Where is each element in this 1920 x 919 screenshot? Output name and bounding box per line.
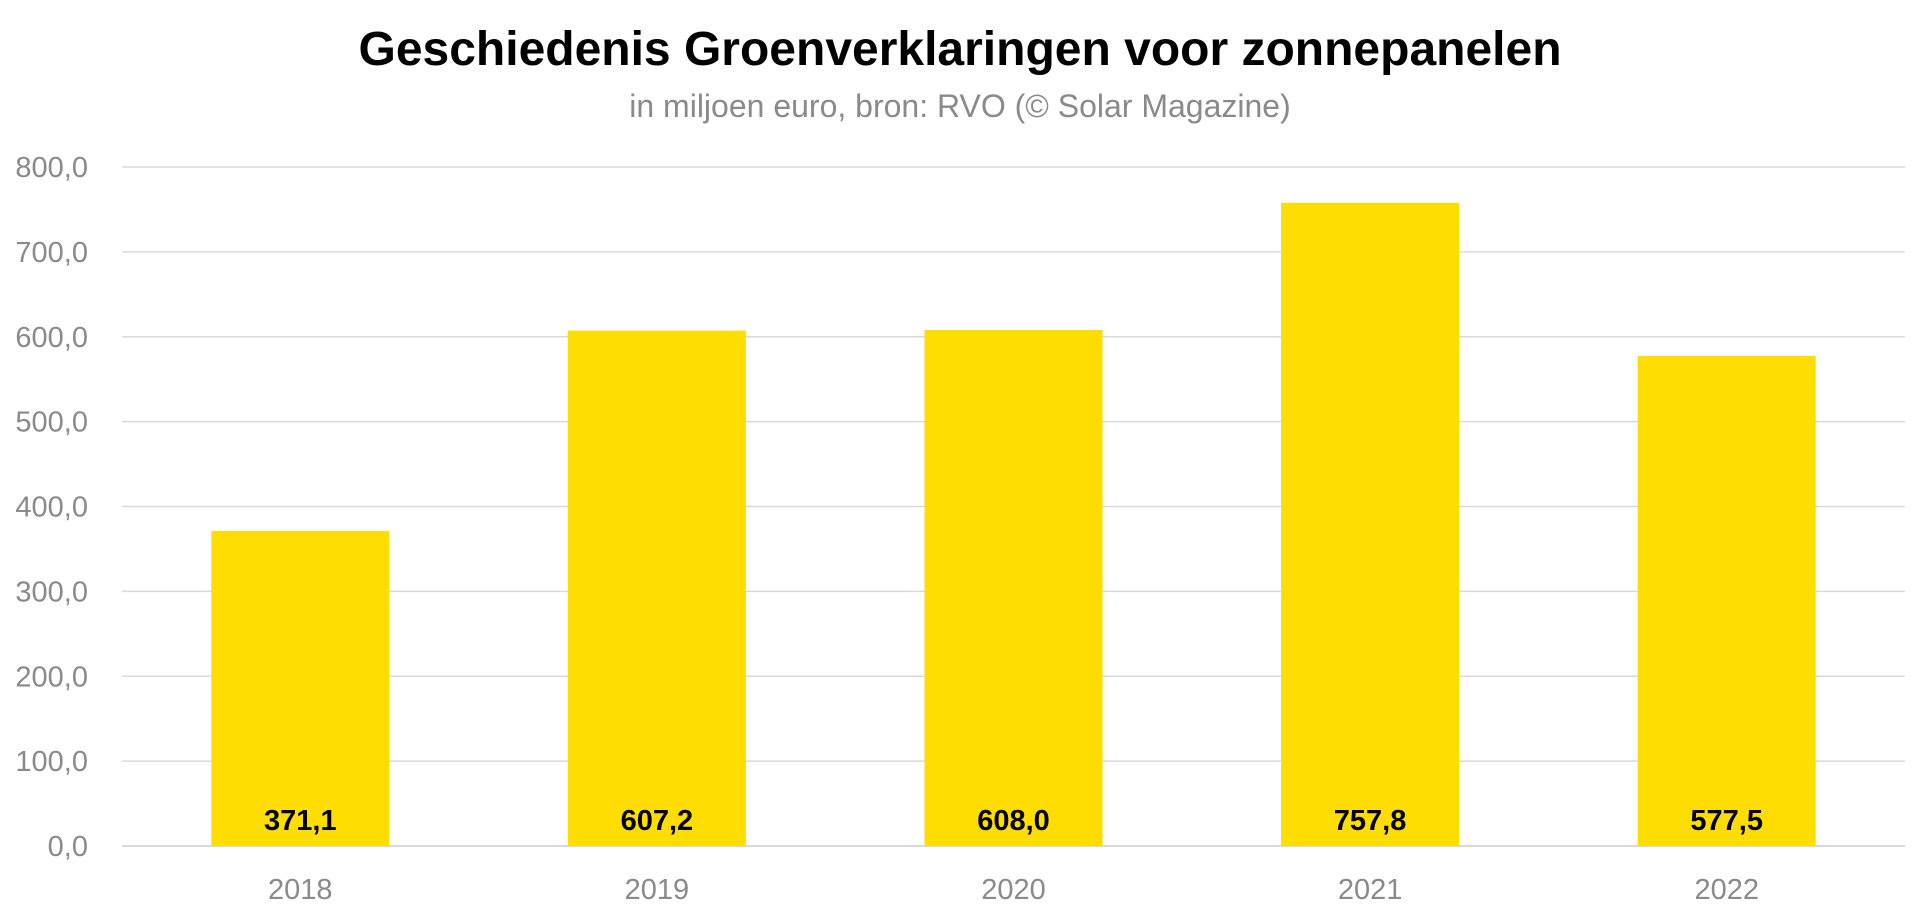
x-axis-tick-labels: 2018 2019 2020 2021 2022 [268, 874, 1759, 906]
x-tick-label: 2022 [1694, 874, 1759, 906]
chart-title: Geschiedenis Groenverklaringen voor zonn… [358, 23, 1562, 76]
bar [1281, 202, 1460, 846]
data-label: 608,0 [977, 805, 1050, 837]
x-tick-label: 2019 [625, 874, 690, 906]
y-tick-label: 700,0 [15, 237, 88, 269]
x-tick-label: 2018 [268, 874, 333, 906]
chart-subtitle: in miljoen euro, bron: RVO (© Solar Maga… [629, 88, 1291, 124]
y-tick-label: 200,0 [15, 661, 88, 693]
y-tick-label: 500,0 [15, 407, 88, 439]
y-tick-label: 300,0 [15, 576, 88, 608]
bar [567, 330, 746, 846]
data-label: 757,8 [1334, 805, 1407, 837]
bar [211, 531, 390, 846]
x-tick-label: 2020 [981, 874, 1046, 906]
data-label: 371,1 [264, 805, 337, 837]
y-tick-label: 0,0 [48, 831, 88, 863]
bars [211, 202, 1816, 847]
y-tick-label: 800,0 [15, 152, 88, 184]
x-tick-label: 2021 [1338, 874, 1403, 906]
y-axis-tick-labels: 0,0 100,0 200,0 300,0 400,0 500,0 600,0 700,0 80… [15, 152, 88, 863]
data-label: 577,5 [1690, 805, 1763, 837]
data-labels: 371,1 607,2 608,0 757,8 577,5 [264, 805, 1763, 837]
y-tick-label: 400,0 [15, 492, 88, 524]
bar [924, 329, 1103, 847]
y-tick-label: 600,0 [15, 322, 88, 354]
y-tick-label: 100,0 [15, 746, 88, 778]
bar [1637, 355, 1816, 846]
data-label: 607,2 [621, 805, 694, 837]
